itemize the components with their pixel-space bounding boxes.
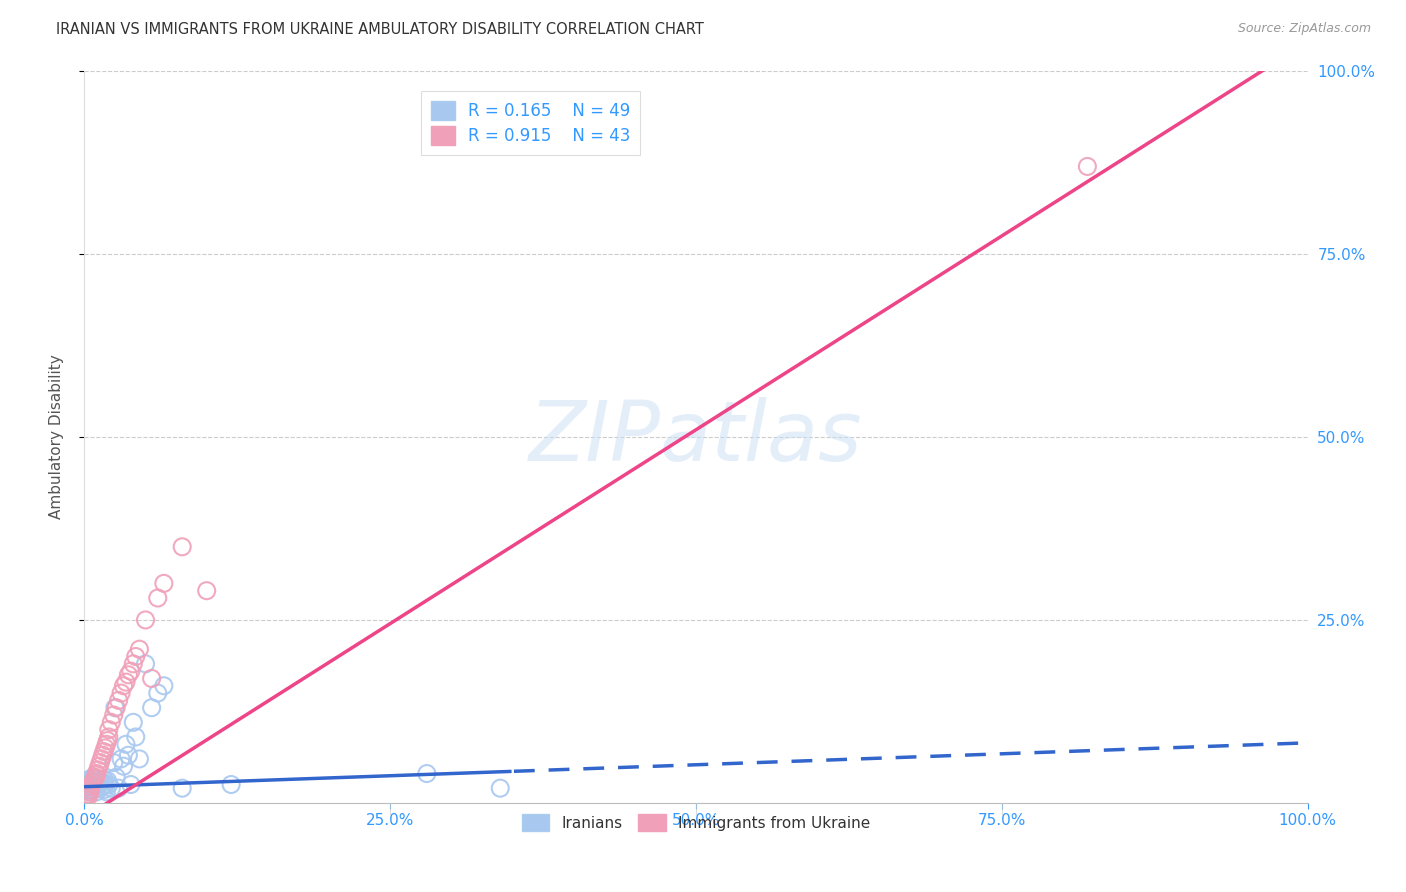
Point — [122, 657, 145, 671]
Point — [117, 667, 139, 681]
Point — [107, 693, 129, 707]
Point — [79, 780, 101, 794]
Point — [77, 787, 100, 801]
Point — [83, 772, 105, 787]
Point — [195, 583, 218, 598]
Point — [97, 723, 120, 737]
Point — [1076, 160, 1098, 174]
Point — [120, 778, 142, 792]
Point — [125, 649, 148, 664]
Point — [80, 782, 103, 797]
Point — [219, 778, 242, 792]
Point — [153, 679, 176, 693]
Point — [117, 748, 139, 763]
Point — [153, 576, 176, 591]
Point — [86, 778, 108, 792]
Point — [489, 781, 512, 796]
Point — [75, 778, 97, 792]
Point — [110, 686, 132, 700]
Point — [120, 664, 142, 678]
Point — [80, 778, 103, 792]
Legend: Iranians, Immigrants from Ukraine: Iranians, Immigrants from Ukraine — [515, 806, 877, 839]
Point — [135, 613, 157, 627]
Point — [77, 782, 100, 797]
Point — [146, 591, 169, 605]
Point — [83, 775, 105, 789]
Point — [77, 785, 100, 799]
Point — [105, 700, 128, 714]
Point — [87, 763, 110, 777]
Point — [100, 781, 122, 796]
Point — [104, 700, 127, 714]
Point — [91, 780, 114, 794]
Point — [79, 773, 101, 788]
Point — [86, 766, 108, 780]
Point — [96, 737, 118, 751]
Point — [107, 781, 129, 796]
Point — [125, 730, 148, 744]
Point — [128, 642, 150, 657]
Point — [77, 775, 100, 789]
Point — [112, 759, 135, 773]
Point — [103, 756, 125, 770]
Point — [82, 775, 104, 789]
Point — [77, 772, 100, 787]
Text: Source: ZipAtlas.com: Source: ZipAtlas.com — [1237, 22, 1371, 36]
Point — [87, 773, 110, 788]
Point — [94, 778, 117, 792]
Point — [87, 780, 110, 794]
Point — [141, 672, 163, 686]
Point — [86, 768, 108, 782]
Point — [76, 780, 98, 794]
Point — [80, 778, 103, 792]
Text: IRANIAN VS IMMIGRANTS FROM UKRAINE AMBULATORY DISABILITY CORRELATION CHART: IRANIAN VS IMMIGRANTS FROM UKRAINE AMBUL… — [56, 22, 704, 37]
Point — [135, 657, 157, 671]
Point — [112, 679, 135, 693]
Point — [79, 781, 101, 796]
Point — [82, 780, 104, 794]
Point — [77, 785, 100, 799]
Point — [90, 775, 112, 789]
Point — [94, 740, 117, 755]
Point — [172, 781, 194, 796]
Point — [128, 752, 150, 766]
Point — [79, 782, 101, 797]
Point — [97, 730, 120, 744]
Point — [105, 770, 128, 784]
Point — [115, 675, 138, 690]
Point — [84, 770, 107, 784]
Point — [84, 781, 107, 796]
Point — [416, 766, 439, 780]
Point — [83, 782, 105, 797]
Point — [100, 715, 122, 730]
Text: ZIPatlas: ZIPatlas — [529, 397, 863, 477]
Point — [93, 772, 115, 787]
Point — [146, 686, 169, 700]
Point — [86, 785, 108, 799]
Point — [89, 756, 111, 770]
Point — [97, 733, 120, 747]
Point — [93, 745, 115, 759]
Point — [141, 700, 163, 714]
Point — [172, 540, 194, 554]
Point — [77, 789, 100, 803]
Point — [75, 792, 97, 806]
Point — [115, 737, 138, 751]
Point — [110, 752, 132, 766]
Y-axis label: Ambulatory Disability: Ambulatory Disability — [49, 355, 63, 519]
Point — [96, 785, 118, 799]
Point — [93, 782, 115, 797]
Point — [87, 759, 110, 773]
Point — [89, 781, 111, 796]
Point — [91, 748, 114, 763]
Point — [82, 770, 104, 784]
Point — [76, 789, 98, 803]
Point — [122, 715, 145, 730]
Point — [97, 778, 120, 792]
Point — [103, 708, 125, 723]
Point — [97, 773, 120, 788]
Point — [90, 752, 112, 766]
